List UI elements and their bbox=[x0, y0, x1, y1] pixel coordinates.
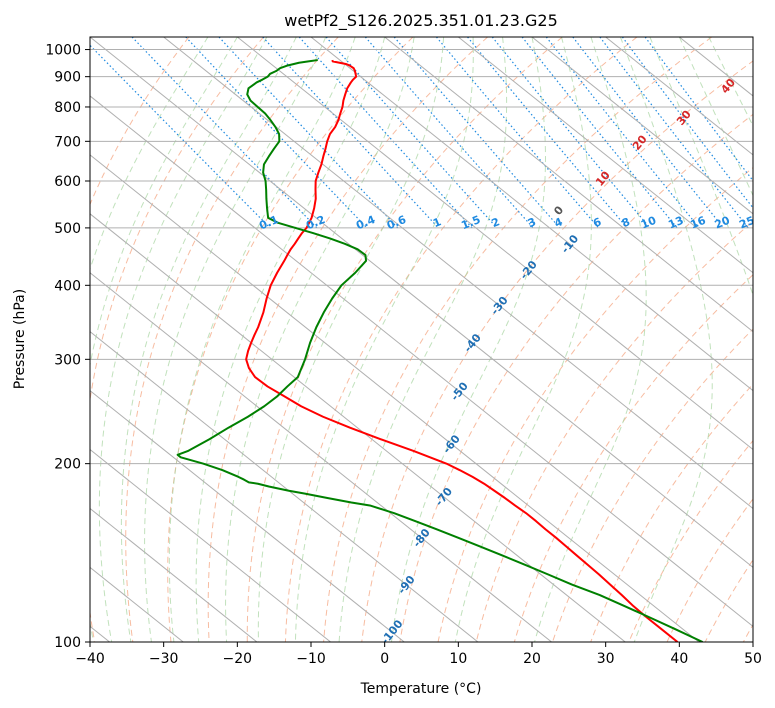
chart-title: wetPf2_S126.2025.351.01.23.G25 bbox=[284, 11, 558, 31]
x-tick-label: 10 bbox=[449, 651, 467, 667]
y-tick-label: 800 bbox=[54, 100, 81, 116]
isotherm bbox=[90, 154, 700, 642]
mixing-ratio-label: 1 bbox=[431, 215, 443, 230]
mixing-ratio-line bbox=[90, 44, 271, 229]
mixing-ratio-label: 13 bbox=[666, 214, 685, 232]
isotherm bbox=[90, 331, 479, 642]
mixing-ratio-label: 8 bbox=[620, 215, 632, 230]
dry-adiabat bbox=[90, 37, 264, 642]
temperature-profile bbox=[245, 59, 679, 642]
mixing-ratio-line bbox=[262, 37, 439, 229]
isotherm bbox=[237, 37, 753, 451]
y-tick-label: 1000 bbox=[45, 43, 81, 59]
moist-adiabat bbox=[454, 37, 592, 642]
isotherm bbox=[531, 37, 753, 215]
x-axis-ticks: −40 −30 −20 −10 0 10 20 30 40 50 bbox=[75, 642, 762, 667]
isotherm bbox=[90, 37, 753, 569]
mixing-ratio-line bbox=[491, 37, 651, 229]
x-tick-label: 40 bbox=[670, 651, 688, 667]
dry-adiabat bbox=[666, 498, 753, 642]
moist-adiabat bbox=[168, 37, 356, 642]
y-tick-label: 100 bbox=[54, 635, 81, 651]
mixing-ratio-label: 25 bbox=[737, 214, 756, 232]
isotherm bbox=[90, 389, 405, 642]
x-tick-label: −30 bbox=[149, 651, 179, 667]
mixing-ratio-line bbox=[325, 37, 498, 229]
mixing-ratio-line bbox=[621, 37, 753, 209]
x-tick-label: −20 bbox=[223, 651, 253, 667]
mixing-ratio-line bbox=[298, 37, 473, 229]
mixing-ratio-label: 20 bbox=[713, 214, 732, 232]
y-tick-label: 700 bbox=[54, 134, 81, 150]
isotherm bbox=[90, 507, 258, 642]
dry-adiabat bbox=[284, 37, 638, 642]
mixing-ratio-label: 3 bbox=[526, 215, 538, 230]
isotherm bbox=[163, 37, 753, 510]
isotherm bbox=[310, 37, 753, 392]
mixing-ratio-line bbox=[467, 37, 628, 229]
isotherm bbox=[90, 272, 552, 642]
isotherm bbox=[605, 37, 753, 156]
x-tick-label: −40 bbox=[75, 651, 105, 667]
y-tick-label: 400 bbox=[54, 278, 81, 294]
mixing-ratio-label: 16 bbox=[688, 214, 707, 232]
moist-adiabat bbox=[257, 37, 445, 642]
y-tick-label: 600 bbox=[54, 174, 81, 190]
y-tick-label: 500 bbox=[54, 221, 81, 237]
y-tick-label: 900 bbox=[54, 70, 81, 86]
y-axis-label: Pressure (hPa) bbox=[12, 289, 28, 389]
x-tick-label: 50 bbox=[744, 651, 762, 667]
x-tick-label: 0 bbox=[380, 651, 389, 667]
y-tick-label: 200 bbox=[54, 457, 81, 473]
mixing-ratio-line bbox=[435, 37, 600, 229]
dry-adiabat bbox=[475, 220, 753, 642]
mixing-ratio-line bbox=[572, 37, 725, 229]
isotherm bbox=[90, 448, 331, 642]
mixing-ratio-line bbox=[599, 37, 749, 229]
x-tick-label: −10 bbox=[296, 651, 326, 667]
isotherm bbox=[90, 95, 753, 627]
mixing-ratio-label: 2 bbox=[490, 215, 502, 230]
moist-adiabat bbox=[294, 37, 474, 642]
dry-adiabat bbox=[323, 37, 713, 642]
x-tick-label: 20 bbox=[523, 651, 541, 667]
moist-adiabat bbox=[649, 37, 753, 297]
isotherm bbox=[384, 37, 753, 333]
dry-adiabat bbox=[90, 37, 190, 206]
dry-adiabat bbox=[125, 37, 339, 642]
dry-adiabat bbox=[399, 113, 753, 642]
dewpoint-profile bbox=[176, 59, 704, 642]
moist-adiabat bbox=[619, 37, 713, 642]
isotherm bbox=[458, 37, 753, 274]
y-tick-label: 300 bbox=[54, 352, 81, 368]
dry-adiabat bbox=[590, 383, 753, 642]
moist-adiabat bbox=[534, 37, 647, 642]
y-axis-ticks: 100 200 300 400 500 600 700 800 900 1000 bbox=[45, 43, 90, 651]
mixing-ratio-label: 10 bbox=[639, 214, 658, 232]
dry-adiabat bbox=[246, 37, 563, 642]
moist-adiabat bbox=[678, 37, 753, 197]
dry-adiabat bbox=[361, 60, 753, 642]
dry-adiabat bbox=[167, 37, 414, 642]
isotherm bbox=[90, 213, 626, 642]
plot-frame bbox=[89, 36, 754, 643]
mixing-ratio-line bbox=[131, 37, 318, 229]
dry-adiabat bbox=[207, 37, 488, 642]
profile-lines bbox=[176, 59, 704, 642]
x-tick-label: 30 bbox=[597, 651, 615, 667]
x-axis-label: Temperature (°C) bbox=[360, 681, 482, 697]
moist-adiabat bbox=[390, 37, 546, 642]
moist-adiabat bbox=[338, 37, 508, 642]
moist-adiabat bbox=[225, 37, 415, 642]
mixing-ratio-line bbox=[521, 37, 678, 229]
